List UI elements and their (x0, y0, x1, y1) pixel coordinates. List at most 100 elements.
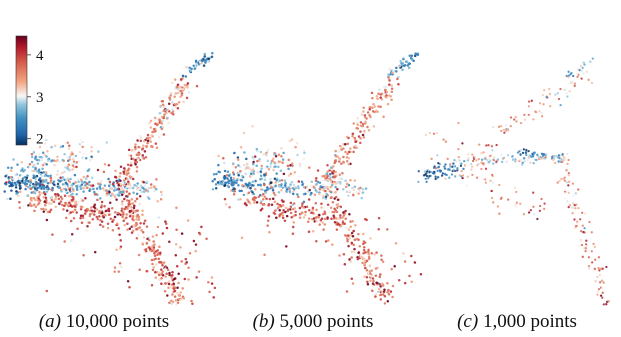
scatter-point (223, 176, 226, 179)
scatter-point (282, 151, 285, 155)
scatter-point (134, 158, 137, 162)
scatter-point (53, 183, 56, 186)
scatter-point (461, 176, 464, 180)
scatter-point (279, 169, 283, 173)
scatter-point (307, 220, 310, 223)
scatter-point (387, 288, 390, 292)
scatter-point (54, 195, 58, 198)
scatter-point (163, 113, 166, 116)
scatter-point (108, 182, 112, 186)
scatter-point (20, 161, 24, 164)
scatter-point (492, 162, 495, 165)
scatter-point (545, 96, 548, 99)
scatter-point (168, 279, 171, 283)
scatter-point (235, 181, 238, 185)
scatter-point (111, 228, 115, 232)
scatter-point (40, 159, 44, 162)
scatter-point (175, 206, 178, 209)
scatter-point (153, 251, 156, 255)
scatter-point (342, 147, 345, 150)
scatter-point (150, 186, 153, 189)
scatter-point (402, 252, 405, 255)
scatter-point (49, 179, 53, 182)
scatter-point (364, 116, 367, 119)
scatter-point (574, 192, 577, 195)
scatter-point (16, 194, 20, 198)
scatter-point (487, 162, 490, 165)
scatter-point (325, 193, 328, 196)
scatter-point (18, 181, 21, 185)
scatter-point (150, 249, 154, 252)
scatter-point (402, 64, 406, 68)
scatter-point (264, 191, 267, 194)
scatter-point (46, 159, 50, 163)
scatter-point (515, 190, 518, 194)
scatter-point (173, 95, 176, 99)
scatter-point (554, 93, 557, 96)
scatter-point (331, 200, 335, 204)
scatter-point (166, 116, 169, 120)
scatter-point (45, 218, 49, 222)
scatter-point (81, 214, 85, 217)
scatter-point (434, 175, 437, 178)
scatter-point (30, 191, 33, 194)
scatter-point (495, 143, 498, 147)
scatter-point (316, 169, 320, 172)
scatter-point (386, 290, 389, 294)
scatter-point (574, 224, 578, 228)
scatter-point (180, 93, 184, 97)
scatter-point (114, 169, 117, 173)
scatter-point (274, 209, 277, 212)
scatter-point (119, 183, 123, 186)
scatter-point (307, 217, 311, 220)
scatter-point (256, 170, 259, 174)
scatter-point (580, 77, 583, 80)
scatter-point (490, 189, 493, 193)
scatter-point (40, 185, 44, 188)
scatter-point (151, 262, 154, 266)
scatter-point (326, 174, 329, 178)
scatter-point (77, 200, 81, 204)
scatter-point (424, 177, 427, 180)
scatter-point (475, 176, 479, 179)
scatter-point (84, 196, 87, 200)
scatter-point (141, 213, 144, 217)
scatter-point (137, 218, 140, 222)
scatter-point (369, 272, 372, 275)
scatter-point (167, 121, 170, 125)
scatter-point (54, 181, 58, 185)
scatter-point (407, 66, 411, 70)
scatter-point (458, 174, 461, 177)
scatter-point (456, 167, 459, 170)
scatter-point (273, 200, 277, 204)
scatter-point (452, 162, 455, 165)
scatter-point (349, 220, 352, 223)
scatter-point (99, 187, 102, 190)
scatter-point (253, 181, 257, 185)
scatter-point (427, 177, 430, 180)
scatter-point (298, 162, 302, 166)
scatter-point (285, 214, 289, 218)
scatter-point (123, 223, 126, 227)
scatter-point (335, 217, 338, 220)
scatter-point (285, 186, 288, 189)
scatter-point (478, 143, 481, 146)
scatter-point (431, 172, 435, 175)
scatter-point (333, 220, 337, 224)
scatter-point (289, 211, 293, 215)
scatter-point (179, 291, 182, 294)
scatter-point (267, 215, 271, 218)
scatter-point (29, 181, 33, 184)
scatter-point (92, 205, 96, 208)
scatter-point (369, 279, 372, 282)
scatter-point (339, 176, 342, 179)
scatter-point (588, 267, 591, 270)
scatter-point (260, 164, 263, 168)
scatter-point (61, 144, 65, 148)
scatter-point (37, 199, 40, 202)
scatter-point (269, 162, 273, 165)
scatter-point (350, 277, 354, 280)
scatter-point (106, 226, 110, 230)
scatter-point (129, 206, 132, 209)
scatter-point (160, 272, 164, 275)
